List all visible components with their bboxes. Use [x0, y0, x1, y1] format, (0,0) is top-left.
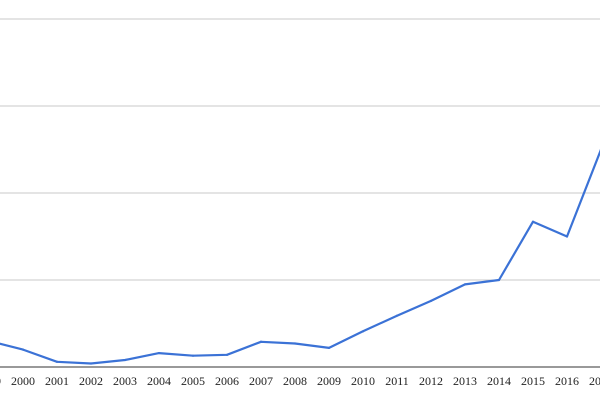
- x-tick-label: 2012: [419, 374, 443, 388]
- x-tick-label: 2007: [249, 374, 273, 388]
- x-tick-label: 2014: [487, 374, 511, 388]
- x-tick-label: 2001: [45, 374, 69, 388]
- data-point: [123, 358, 127, 362]
- x-tick-label: 2005: [181, 374, 205, 388]
- data-point: [89, 362, 93, 365]
- x-tick-label: 2017: [589, 374, 600, 388]
- data-point: [21, 348, 25, 351]
- x-tick-label: 2000: [11, 374, 35, 388]
- data-point: [463, 283, 467, 286]
- data-point: [565, 235, 569, 238]
- x-tick-label: 2010: [351, 374, 375, 388]
- x-tick-labels: 1999 2000 2001 2002 2003 2004 2005 2006 2007 2008…: [0, 374, 600, 388]
- data-point: [259, 340, 263, 343]
- data-point: [327, 346, 331, 349]
- data-point: [497, 278, 501, 282]
- x-tick-label: 2002: [79, 374, 103, 388]
- y-gridlines: [0, 18, 600, 281]
- x-tick-label: 2004: [147, 374, 171, 388]
- data-point: [429, 299, 433, 302]
- series-points: [21, 149, 600, 365]
- x-tick-label: 2003: [113, 374, 137, 388]
- series-line: [0, 149, 600, 365]
- data-point: [361, 330, 365, 333]
- data-point: [225, 353, 229, 356]
- x-tick-label: 2008: [283, 374, 307, 388]
- data-point: [293, 342, 297, 345]
- data-point: [531, 220, 535, 223]
- data-point: [157, 351, 161, 355]
- x-tick-label: 2011: [385, 374, 409, 388]
- x-tick-label: 2009: [317, 374, 341, 388]
- x-tick-label: 2015: [521, 374, 545, 388]
- x-tick-label: 1999: [0, 374, 1, 388]
- x-tick-label: 2013: [453, 374, 477, 388]
- x-tick-label: 2016: [555, 374, 579, 388]
- data-point: [191, 354, 195, 357]
- x-tick-label: 2006: [215, 374, 239, 388]
- data-point: [55, 360, 59, 363]
- data-point: [395, 314, 399, 317]
